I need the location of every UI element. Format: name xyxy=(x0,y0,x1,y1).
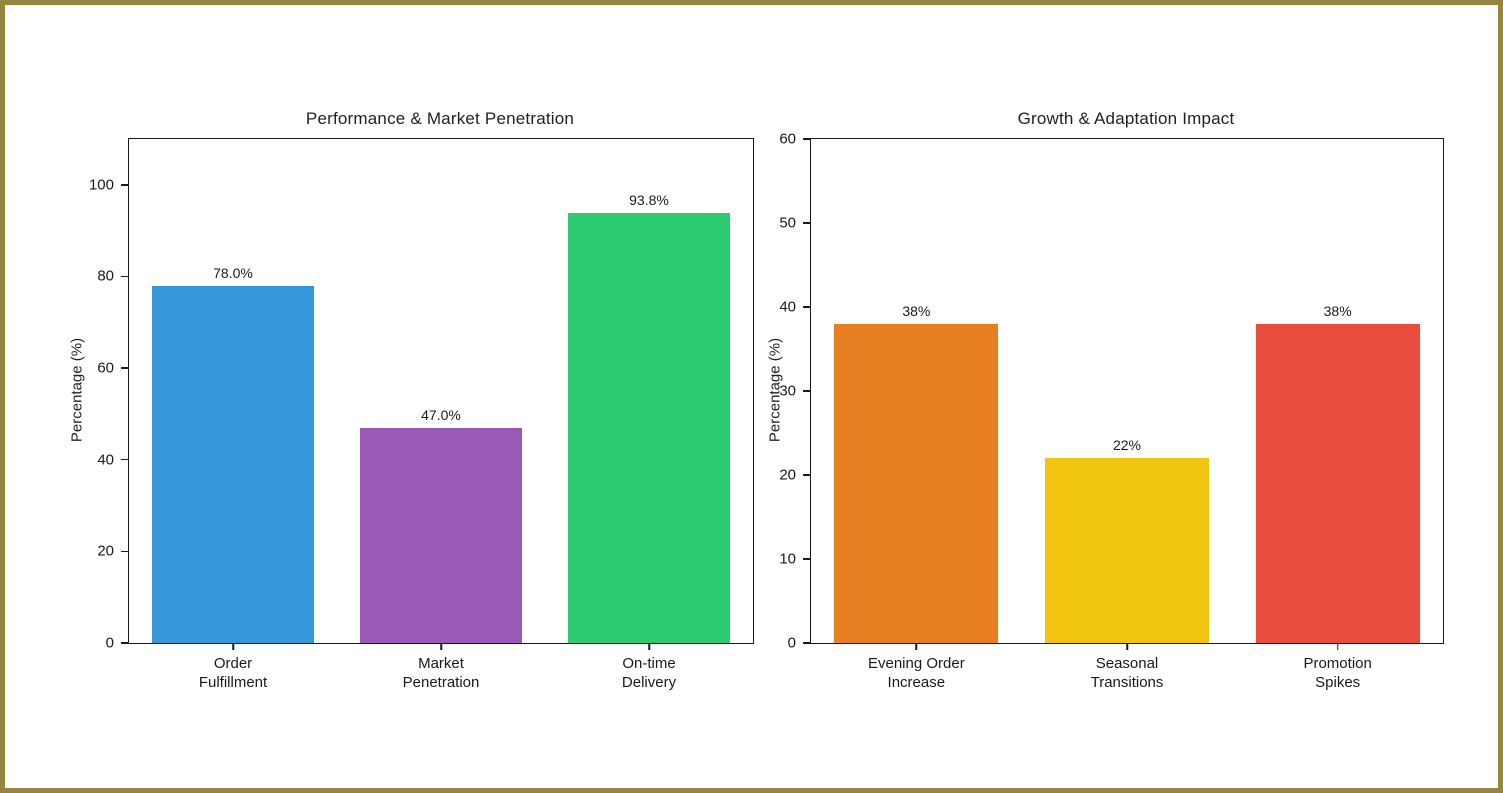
y-tick-label: 100 xyxy=(88,176,114,194)
x-tick-mark xyxy=(648,643,650,650)
bar xyxy=(834,323,999,643)
y-tick-mark xyxy=(803,474,810,476)
y-tick-label: 40 xyxy=(97,451,114,469)
y-tick-label: 60 xyxy=(779,130,796,148)
x-tick-mark xyxy=(232,643,234,650)
y-tick-label: 40 xyxy=(779,298,796,316)
left-y-axis-label: Percentage (%) xyxy=(68,337,86,443)
y-tick-mark xyxy=(803,222,810,224)
x-tick-label: Promotion Spikes xyxy=(1303,655,1372,691)
x-tick-mark xyxy=(1126,643,1128,650)
bar-value-label: 47.0% xyxy=(421,406,461,423)
x-tick-label: Seasonal Transitions xyxy=(1090,655,1164,691)
x-tick-label: On-time Delivery xyxy=(621,655,677,691)
y-tick-mark xyxy=(121,550,128,553)
y-tick-mark xyxy=(803,390,810,392)
bar-value-label: 78.0% xyxy=(213,264,253,281)
x-tick-label: Evening Order Increase xyxy=(867,655,965,691)
x-tick-mark xyxy=(915,643,918,650)
right-chart-title: Growth & Adaptation Impact xyxy=(1017,109,1235,128)
y-tick-label: 50 xyxy=(779,214,796,232)
y-tick-label: 0 xyxy=(787,634,796,652)
y-tick-mark xyxy=(121,458,128,461)
bar xyxy=(1255,323,1420,643)
y-tick-label: 20 xyxy=(779,466,796,484)
bar xyxy=(151,285,315,643)
x-tick-label: Order Fulfillment xyxy=(198,655,268,691)
y-tick-label: 10 xyxy=(779,550,796,568)
x-tick-mark xyxy=(440,643,442,650)
y-tick-label: 20 xyxy=(97,542,114,560)
bar xyxy=(359,427,523,643)
y-tick-mark xyxy=(803,138,810,140)
y-tick-mark xyxy=(121,275,128,278)
right-plot-area: 0 10 20 30 40 50 60 38% Evening Order Increase 22%… xyxy=(779,131,1444,691)
bar-value-label: 93.8% xyxy=(629,192,669,209)
bar-value-label: 38% xyxy=(1323,302,1352,319)
y-tick-mark xyxy=(121,367,128,369)
y-tick-label: 0 xyxy=(105,634,114,652)
left-plot-area: 0 20 40 60 80 100 78.0% Order Fulfillment 47.0% Ma… xyxy=(89,138,754,691)
bar-value-label: 22% xyxy=(1112,437,1142,454)
y-tick-mark xyxy=(121,642,128,644)
bar-value-label: 38% xyxy=(902,302,931,319)
y-tick-label: 80 xyxy=(97,267,114,285)
y-tick-mark xyxy=(803,306,810,308)
bar xyxy=(567,213,731,643)
y-tick-label: 60 xyxy=(97,359,114,377)
left-chart-title: Performance & Market Penetration xyxy=(305,109,575,128)
x-tick-label: Market Penetration xyxy=(402,655,480,691)
y-tick-mark xyxy=(121,184,128,186)
y-tick-mark xyxy=(803,558,810,560)
x-tick-mark xyxy=(1336,643,1339,650)
y-tick-label: 30 xyxy=(779,382,796,400)
bar xyxy=(1044,458,1210,643)
y-tick-mark xyxy=(803,642,810,644)
